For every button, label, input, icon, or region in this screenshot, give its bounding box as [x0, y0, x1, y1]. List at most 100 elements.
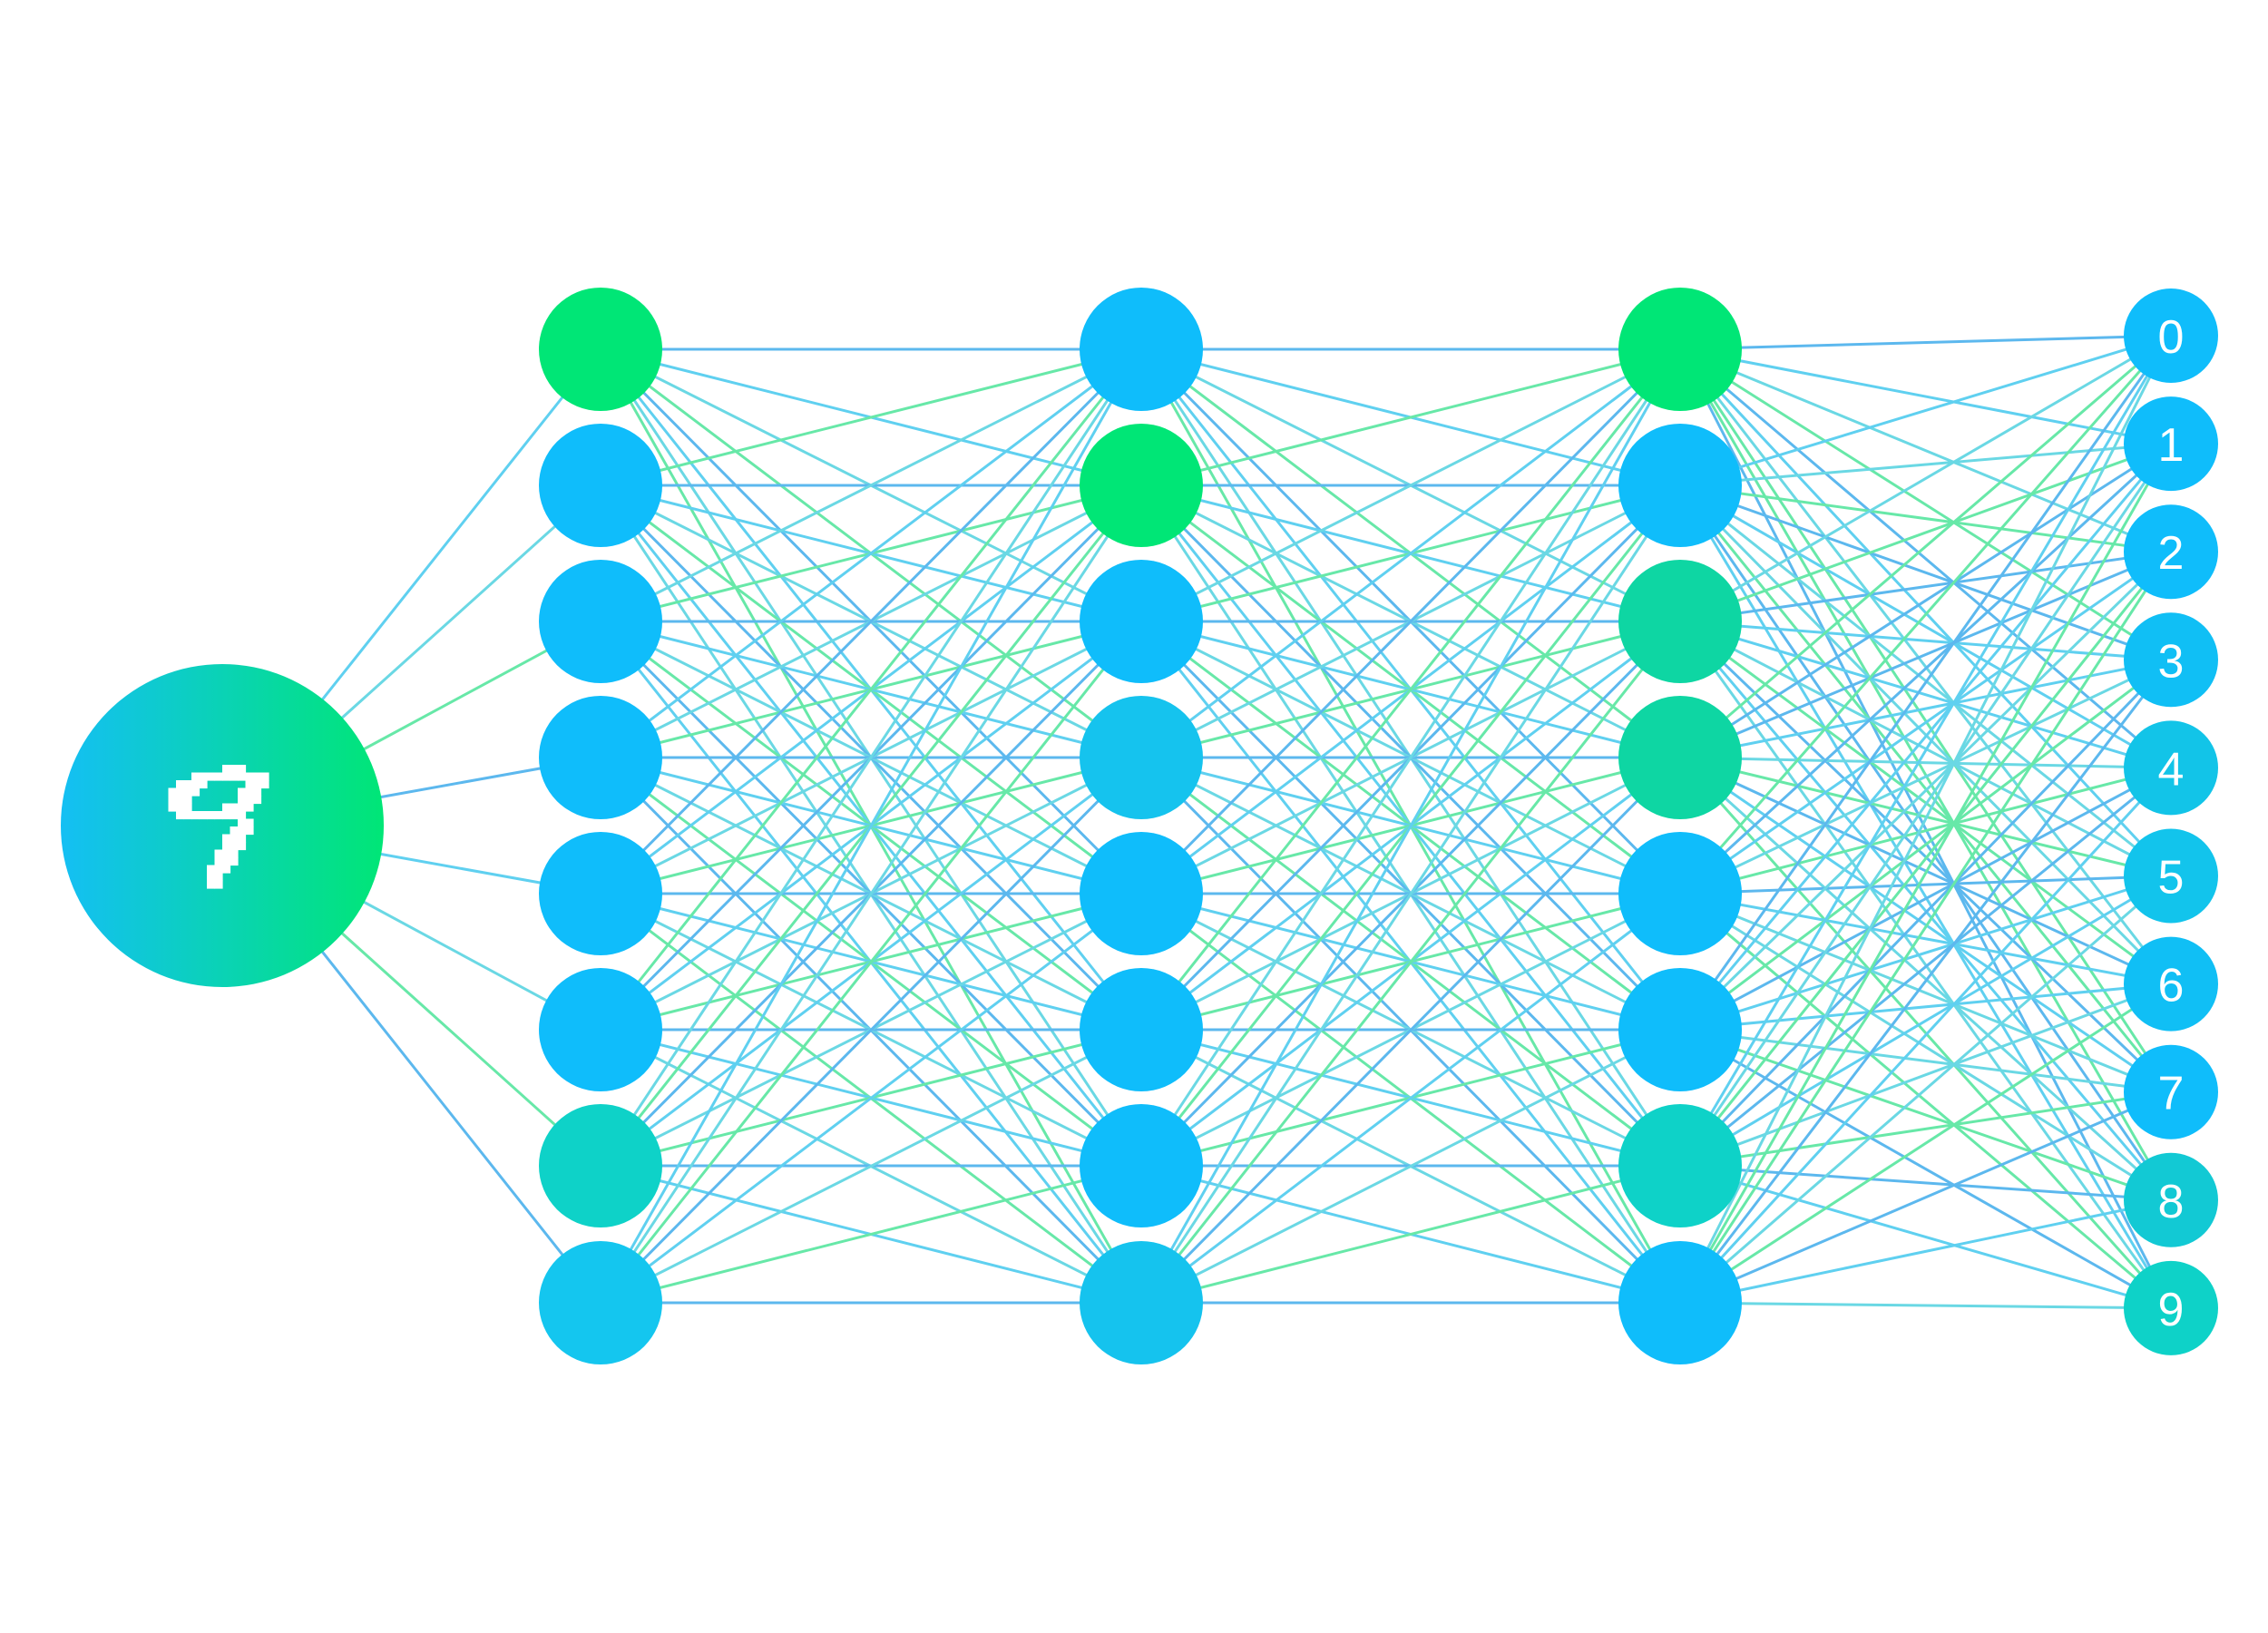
- connection-line: [1679, 892, 2172, 1310]
- neuron: [1080, 832, 1203, 955]
- connection-line: [1679, 1164, 2172, 1202]
- connection-line: [1679, 892, 2172, 986]
- output-neuron-circle: [2124, 1260, 2218, 1355]
- output-neuron-circle: [2124, 828, 2218, 924]
- connection-line: [1679, 484, 2172, 553]
- connection-line: [1679, 1028, 2172, 1202]
- connection-line: [600, 892, 1142, 1305]
- connection-line: [1139, 484, 1682, 1304]
- hidden-layers: [539, 288, 1742, 1364]
- output-neuron: 3: [2124, 612, 2218, 708]
- neuron: [1080, 1104, 1203, 1227]
- output-neuron-circle: [2124, 936, 2218, 1032]
- output-label: 2: [2158, 527, 2185, 580]
- connection-line: [1139, 348, 1682, 1167]
- neuron: [1618, 832, 1742, 955]
- connection-line: [1678, 551, 2173, 1032]
- connection-line: [1679, 659, 2172, 1032]
- connection-line: [1139, 348, 1682, 1031]
- output-layer: 0 1 2 3 4 5 6 7 8 9: [2124, 288, 2218, 1355]
- neuron: [539, 288, 662, 411]
- connection-line: [1679, 983, 2172, 1305]
- connection-line: [1679, 550, 2172, 895]
- connection-line: [1679, 983, 2172, 1168]
- output-label: 6: [2158, 960, 2185, 1012]
- connection-line: [1679, 892, 2172, 1202]
- connection-line: [599, 484, 1143, 1304]
- connection-line: [1139, 348, 1682, 1304]
- neuron: [1618, 560, 1742, 683]
- connection-line: [1678, 443, 2173, 1304]
- connection-line: [1679, 1164, 2172, 1310]
- connection-line: [1679, 1198, 2172, 1305]
- connection-line: [1139, 621, 1682, 1304]
- connection-line: [1679, 334, 2172, 351]
- connection-line: [1140, 347, 1681, 487]
- output-neuron: 5: [2124, 828, 2218, 924]
- connection-line: [1140, 892, 1681, 1305]
- connection-line: [1678, 659, 2173, 1168]
- output-neuron: 0: [2124, 288, 2218, 383]
- neuron: [1080, 1241, 1203, 1364]
- output-neuron-circle: [2124, 720, 2218, 816]
- connection-line: [1140, 347, 1681, 759]
- neuron: [1618, 696, 1742, 819]
- connection-line: [1678, 443, 2173, 1167]
- connection-line: [1679, 875, 2172, 1032]
- neuron: [1618, 424, 1742, 547]
- output-label: 4: [2158, 743, 2185, 796]
- connection-line: [1140, 1164, 1681, 1305]
- connection-line: [1679, 767, 2172, 1168]
- connection-line: [600, 1028, 1142, 1305]
- connection-line: [599, 348, 1143, 1167]
- connection-line: [1679, 983, 2172, 1032]
- connection-line: [1678, 335, 2173, 1031]
- connection-line: [1139, 347, 1682, 895]
- output-label: 5: [2158, 852, 2185, 905]
- connection-line: [1139, 756, 1682, 1305]
- connection-line: [1678, 484, 2173, 1309]
- connection-line: [1679, 875, 2172, 1305]
- neuron: [1080, 424, 1203, 547]
- output-label: 0: [2158, 311, 2185, 364]
- connection-line: [1678, 551, 2173, 1167]
- input-node: [61, 664, 384, 987]
- neuron: [1618, 1104, 1742, 1227]
- connection-line: [1679, 1090, 2172, 1168]
- connection-line: [1679, 875, 2172, 895]
- connection-line: [1679, 875, 2172, 1168]
- neuron: [539, 696, 662, 819]
- connection-line: [599, 347, 1143, 895]
- output-neuron-circle: [2124, 396, 2218, 492]
- neuron: [539, 968, 662, 1091]
- connection-line: [1678, 335, 2173, 895]
- hidden-layer-3: [1618, 288, 1742, 1364]
- connection-line: [1678, 335, 2173, 1167]
- connection-line: [1678, 767, 2173, 1305]
- handwritten-digit-9-pixel-icon: [168, 765, 269, 889]
- neuron: [539, 1104, 662, 1227]
- output-neuron: 9: [2124, 1260, 2218, 1355]
- connection-line: [1678, 659, 2173, 1304]
- connection-line: [1679, 1301, 2172, 1310]
- connection-line: [600, 1164, 1142, 1305]
- output-neuron: 2: [2124, 504, 2218, 600]
- neuron: [539, 424, 662, 547]
- connection-line: [1679, 1028, 2172, 1310]
- connection-line: [1679, 1090, 2172, 1305]
- neuron: [1618, 288, 1742, 411]
- neuron: [539, 832, 662, 955]
- connection-line: [1679, 756, 2172, 769]
- output-label: 7: [2158, 1068, 2185, 1120]
- hidden-layer-1: [539, 288, 662, 1364]
- connection-line: [1679, 892, 2172, 1094]
- connection-line: [1679, 334, 2172, 487]
- output-label: 8: [2158, 1176, 2185, 1228]
- output-neuron: 4: [2124, 720, 2218, 816]
- output-neuron-circle: [2124, 1044, 2218, 1139]
- hidden-layer-2: [1080, 288, 1203, 1364]
- connection-line: [599, 348, 1143, 1031]
- connection-line: [1678, 335, 2173, 1304]
- output-label: 3: [2158, 635, 2185, 688]
- connection-line: [1679, 766, 2172, 895]
